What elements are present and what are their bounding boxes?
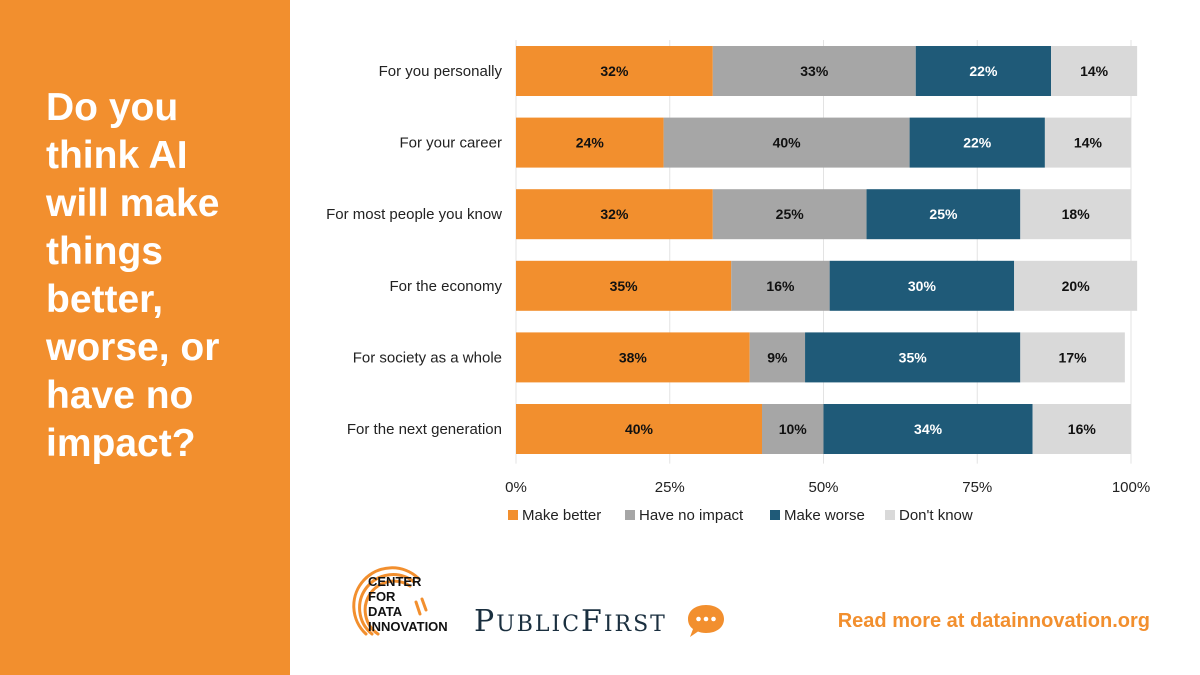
read-more-link[interactable]: Read more at datainnovation.org [837, 610, 1150, 632]
data-label: 16% [766, 278, 795, 294]
legend-swatch-have-no-impact [625, 510, 635, 520]
legend-label: Have no impact [639, 507, 744, 524]
data-label: 35% [610, 278, 639, 294]
public-first-logo: PUBLICFIRST [474, 604, 667, 639]
stacked-bar-chart: For you personally 32% 33% 22% 14% For your c… [326, 40, 1150, 524]
bar-make-better [516, 332, 750, 383]
category-label: For most people you know [326, 206, 502, 223]
data-label: 38% [619, 349, 648, 365]
category-label: For you personally [379, 63, 503, 80]
data-label: 33% [800, 63, 829, 79]
x-tick-label: 75% [962, 479, 992, 496]
data-label: 34% [914, 421, 943, 437]
data-label: 40% [773, 135, 802, 151]
center-for-data-innovation-logo-icon [352, 566, 428, 636]
x-tick-label: 50% [808, 479, 838, 496]
category-label: For the economy [389, 278, 502, 295]
bar-make-better [516, 117, 664, 168]
bar-have-no-impact [712, 189, 867, 240]
data-label: 18% [1062, 206, 1091, 222]
data-label: 14% [1074, 135, 1103, 151]
bar-don-t-know [1051, 46, 1138, 96]
bar-have-no-impact [731, 260, 830, 311]
bar-make-worse [909, 117, 1045, 168]
cdi-logo-text: CENTER FOR DATA INNOVATION [368, 574, 448, 634]
bar-don-t-know [1044, 117, 1131, 168]
category-label: For society as a whole [353, 349, 502, 366]
data-label: 16% [1068, 421, 1097, 437]
bar-have-no-impact [762, 404, 824, 454]
data-label: 9% [767, 349, 788, 365]
data-label: 32% [600, 63, 629, 79]
bar-don-t-know [1014, 260, 1138, 311]
bar-make-better [516, 189, 713, 240]
category-label: For the next generation [347, 421, 502, 438]
data-label: 17% [1059, 349, 1088, 365]
data-label: 14% [1080, 63, 1109, 79]
data-label: 22% [969, 63, 998, 79]
bar-have-no-impact [712, 46, 916, 96]
bar-make-worse [823, 404, 1033, 454]
data-label: 30% [908, 278, 937, 294]
data-label: 32% [600, 206, 629, 222]
legend-label: Don't know [899, 507, 973, 524]
bar-don-t-know [1032, 404, 1131, 454]
bar-make-better [516, 260, 732, 311]
legend-label: Make worse [784, 507, 865, 524]
data-label: 25% [776, 206, 805, 222]
data-label: 40% [625, 421, 654, 437]
bar-have-no-impact [749, 332, 806, 383]
bar-make-worse [805, 332, 1021, 383]
bar-make-worse [866, 189, 1021, 240]
data-label: 35% [899, 349, 928, 365]
bar-have-no-impact [663, 117, 910, 168]
data-label: 10% [779, 421, 808, 437]
question-panel: Do you think AI will make things better,… [0, 0, 290, 675]
bar-don-t-know [1020, 189, 1131, 240]
data-label: 25% [929, 206, 958, 222]
speech-bubble-icon [688, 605, 724, 637]
legend-swatch-make-better [508, 510, 518, 520]
x-tick-label: 100% [1112, 479, 1150, 496]
question-heading: Do you think AI will make things better,… [46, 86, 220, 465]
legend-label: Make better [522, 507, 601, 524]
bar-make-better [516, 404, 762, 454]
data-label: 24% [576, 135, 605, 151]
bar-make-better [516, 46, 713, 96]
data-label: 20% [1062, 278, 1091, 294]
x-tick-label: 0% [505, 479, 527, 496]
x-tick-label: 25% [655, 479, 685, 496]
legend-swatch-make-worse [770, 510, 780, 520]
legend-swatch-don-t-know [885, 510, 895, 520]
bar-make-worse [829, 260, 1015, 311]
bar-make-worse [915, 46, 1052, 96]
category-label: For your career [399, 135, 502, 152]
bar-don-t-know [1020, 332, 1125, 383]
data-label: 22% [963, 135, 992, 151]
